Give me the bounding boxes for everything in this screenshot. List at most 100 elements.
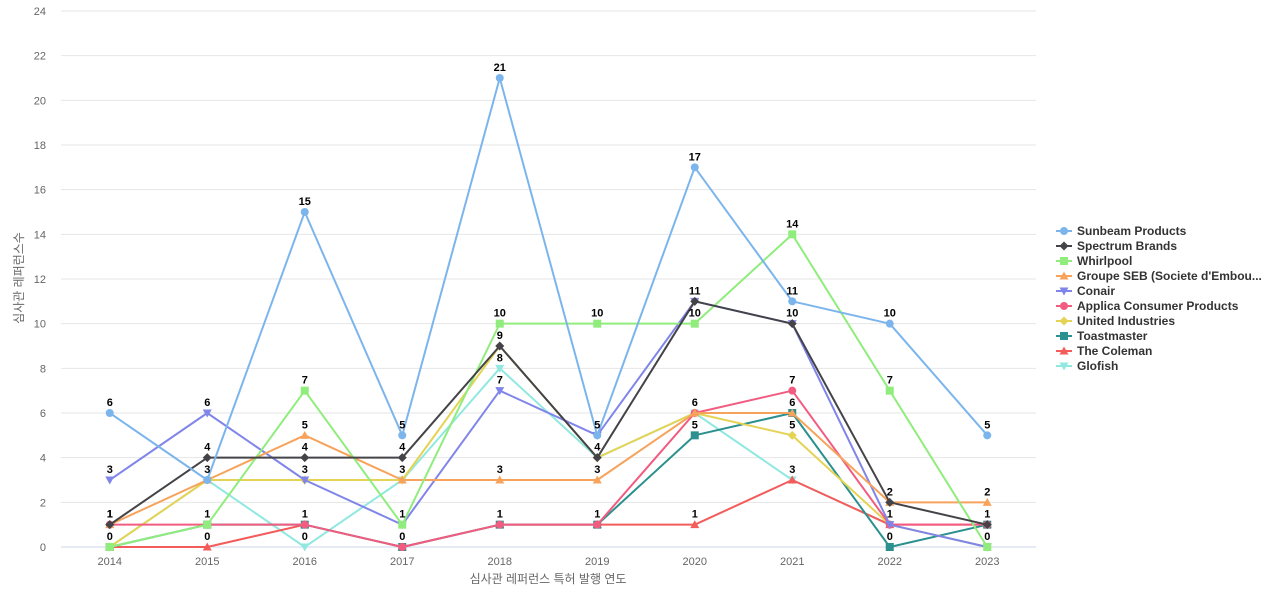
data-label: 0 [984, 531, 990, 543]
legend-item[interactable]: Glofish [1056, 359, 1118, 373]
data-point[interactable] [983, 431, 992, 440]
series-line[interactable] [109, 300, 988, 526]
data-point[interactable] [788, 297, 797, 306]
data-point[interactable] [885, 386, 894, 395]
data-point[interactable] [690, 408, 700, 417]
series-applica-consumer-products[interactable] [105, 386, 992, 551]
data-point[interactable] [300, 476, 310, 485]
data-point[interactable] [202, 453, 212, 463]
data-point[interactable] [203, 476, 212, 484]
data-point[interactable] [398, 431, 407, 440]
data-label: 1 [399, 509, 405, 521]
data-point[interactable] [592, 453, 602, 463]
legend-item[interactable]: The Coleman [1056, 344, 1152, 358]
data-point[interactable] [105, 543, 114, 551]
data-point[interactable] [300, 453, 310, 463]
data-point[interactable] [495, 387, 505, 396]
data-label: 10 [884, 308, 896, 320]
data-point[interactable] [788, 386, 797, 395]
data-point[interactable] [592, 475, 602, 484]
data-point[interactable] [300, 543, 310, 552]
series-spectrum-brands[interactable] [105, 296, 992, 530]
data-point[interactable] [398, 543, 407, 551]
series-sunbeam-products[interactable] [105, 74, 992, 484]
data-point[interactable] [885, 543, 894, 551]
data-point[interactable] [982, 497, 992, 506]
legend-item[interactable]: Conair [1056, 284, 1115, 298]
data-point[interactable] [105, 520, 115, 530]
data-point[interactable] [690, 431, 699, 440]
x-tick-label: 2018 [488, 556, 512, 568]
y-tick-label: 6 [40, 408, 46, 420]
data-point[interactable] [495, 520, 504, 529]
data-label: 21 [494, 62, 506, 74]
series-the-coleman[interactable] [105, 475, 992, 551]
data-point[interactable] [787, 408, 797, 417]
data-point[interactable] [495, 475, 505, 484]
legend-marker [1060, 302, 1068, 310]
data-point[interactable] [398, 520, 407, 529]
data-point[interactable] [593, 431, 602, 440]
legend-label: Glofish [1077, 359, 1118, 373]
data-point[interactable] [300, 208, 309, 216]
data-point[interactable] [397, 453, 407, 463]
data-point[interactable] [495, 341, 505, 351]
data-label: 1 [984, 509, 990, 521]
legend-item[interactable]: Whirlpool [1056, 254, 1132, 268]
data-point[interactable] [300, 430, 310, 439]
data-point[interactable] [787, 475, 797, 484]
series-line[interactable] [109, 479, 988, 548]
data-labels: 6311064310157543105431021109873110543117… [107, 62, 991, 543]
legend-item[interactable]: Groupe SEB (Societe d'Embou... [1056, 269, 1262, 283]
x-tick-label: 2016 [293, 556, 317, 568]
series-line[interactable] [109, 412, 988, 526]
data-point[interactable] [690, 163, 699, 172]
data-point[interactable] [105, 476, 115, 485]
series-conair[interactable] [105, 297, 992, 552]
data-label: 1 [302, 509, 308, 521]
data-point[interactable] [885, 497, 895, 507]
data-point[interactable] [203, 520, 212, 529]
legend-item[interactable]: United Industries [1056, 314, 1175, 328]
series-line[interactable] [109, 345, 988, 548]
data-point[interactable] [593, 520, 602, 529]
data-point[interactable] [885, 319, 894, 328]
data-point[interactable] [202, 542, 212, 551]
data-point[interactable] [105, 409, 114, 417]
data-point[interactable] [788, 230, 797, 239]
y-tick-label: 18 [34, 140, 46, 152]
data-label: 7 [302, 375, 308, 387]
data-label: 6 [789, 397, 795, 409]
data-point[interactable] [690, 520, 700, 529]
series-line[interactable] [109, 300, 988, 548]
data-point[interactable] [593, 319, 602, 328]
data-point[interactable] [690, 296, 700, 306]
data-point[interactable] [885, 521, 895, 530]
legend-marker [1059, 287, 1069, 296]
legend-label: Toastmaster [1077, 329, 1148, 343]
data-point[interactable] [690, 319, 699, 328]
data-point[interactable] [982, 520, 992, 530]
legend-item[interactable]: Applica Consumer Products [1056, 299, 1239, 313]
legend-label: Applica Consumer Products [1077, 299, 1239, 313]
data-point[interactable] [300, 520, 309, 529]
data-point[interactable] [495, 364, 505, 373]
legend-item[interactable]: Sunbeam Products [1056, 224, 1187, 238]
data-point[interactable] [202, 409, 212, 418]
legend-item[interactable]: Spectrum Brands [1056, 239, 1177, 253]
data-label: 11 [786, 285, 798, 297]
y-tick-label: 14 [34, 229, 46, 241]
series-line[interactable] [109, 77, 989, 481]
data-point[interactable] [787, 430, 797, 440]
data-point[interactable] [495, 74, 504, 82]
data-point[interactable] [300, 386, 309, 395]
legend-item[interactable]: Toastmaster [1056, 329, 1148, 343]
data-point[interactable] [495, 319, 504, 328]
data-label: 1 [107, 509, 113, 521]
data-point[interactable] [787, 319, 797, 329]
data-point[interactable] [983, 543, 992, 551]
data-point[interactable] [397, 475, 407, 484]
data-label: 4 [594, 442, 601, 454]
